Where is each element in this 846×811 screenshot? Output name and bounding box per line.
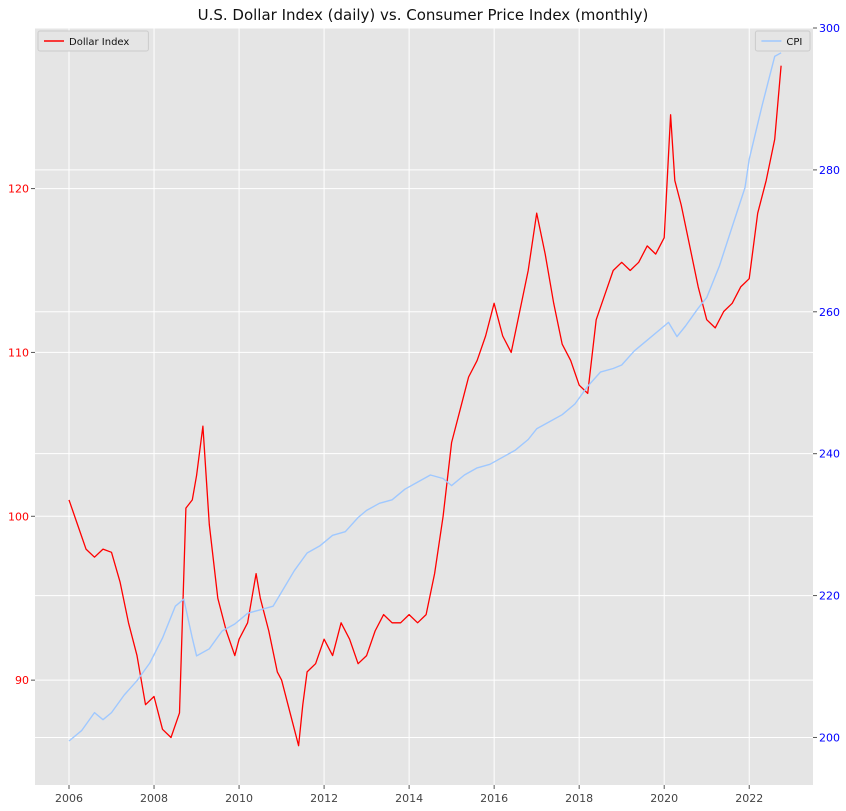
plot-background <box>35 28 813 785</box>
legend-box-dollar-index <box>37 30 149 52</box>
legend-label-dollar-index: Dollar Index <box>69 37 129 48</box>
x-tick-label-2016: 2016 <box>480 792 508 805</box>
x-tick-label-2010: 2010 <box>225 792 253 805</box>
chart-title: U.S. Dollar Index (daily) vs. Consumer P… <box>198 6 649 24</box>
x-tick-label-2020: 2020 <box>650 792 678 805</box>
series-line-dollar-index <box>68 65 782 747</box>
plot-area: 2006 2008 2010 2012 2014 2016 2018 2020 2022 90 10… <box>8 22 840 805</box>
y-left-tick-label-90: 90 <box>15 674 29 687</box>
y-right-tick-label-200: 200 <box>819 731 840 744</box>
y-left-tick-label-120: 120 <box>8 183 29 196</box>
legend-box-cpi <box>754 30 811 52</box>
x-tick-label-2014: 2014 <box>395 792 423 805</box>
y-right-tick-label-300: 300 <box>819 22 840 35</box>
y-right-tick-label-280: 280 <box>819 164 840 177</box>
y-right-tick-label-240: 240 <box>819 448 840 461</box>
series-line-cpi <box>68 52 782 742</box>
x-tick-label-2012: 2012 <box>310 792 338 805</box>
y-right-tick-label-220: 220 <box>819 590 840 603</box>
y-left-tick-label-100: 100 <box>8 510 29 523</box>
x-tick-label-2008: 2008 <box>140 792 168 805</box>
x-tick-label-2022: 2022 <box>735 792 763 805</box>
y-right-tick-label-260: 260 <box>819 306 840 319</box>
x-tick-label-2006: 2006 <box>55 792 83 805</box>
legend-label-cpi: CPI <box>786 37 802 48</box>
x-tick-label-2018: 2018 <box>565 792 593 805</box>
y-left-tick-label-110: 110 <box>8 346 29 359</box>
